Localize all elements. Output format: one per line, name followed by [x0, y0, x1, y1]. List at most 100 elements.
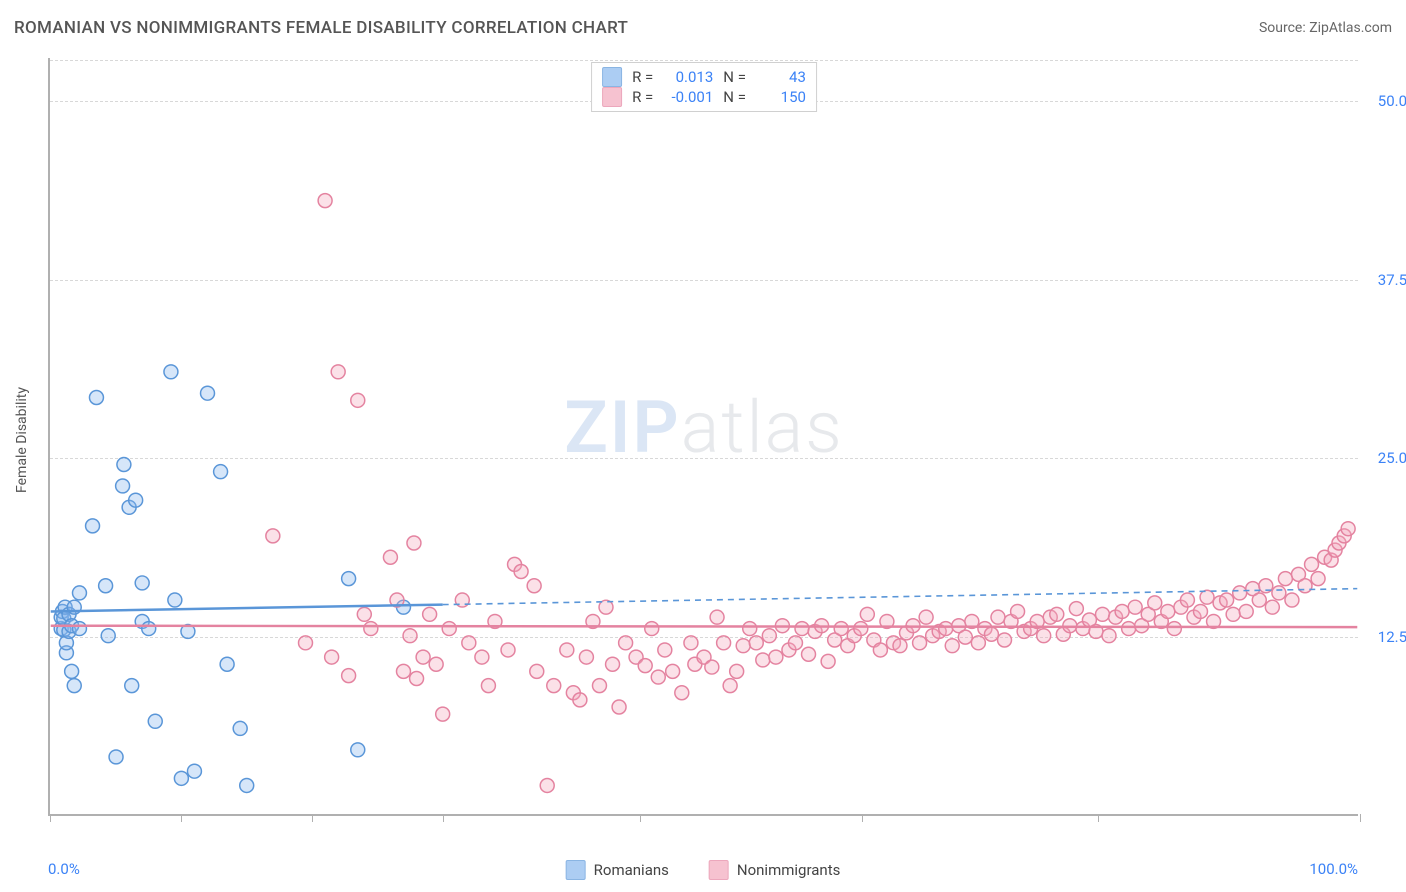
- legend-r-label: R =: [632, 88, 653, 106]
- data-point: [99, 579, 113, 593]
- x-tick: [443, 814, 444, 822]
- data-point: [1122, 622, 1136, 636]
- data-point: [675, 686, 689, 700]
- data-point: [135, 576, 149, 590]
- data-point: [1305, 557, 1319, 571]
- x-tick: [50, 814, 51, 822]
- y-tick-label: 12.5%: [1362, 628, 1406, 646]
- data-point: [860, 607, 874, 621]
- data-point: [125, 679, 139, 693]
- data-point: [214, 465, 228, 479]
- data-point: [1278, 572, 1292, 586]
- data-point: [579, 650, 593, 664]
- data-point: [651, 670, 665, 684]
- data-point: [117, 458, 131, 472]
- data-point: [240, 778, 254, 792]
- data-point: [710, 610, 724, 624]
- data-point: [606, 657, 620, 671]
- data-point: [991, 610, 1005, 624]
- data-point: [318, 194, 332, 208]
- data-point: [638, 659, 652, 673]
- data-point: [462, 636, 476, 650]
- data-point: [1252, 593, 1266, 607]
- data-point: [357, 607, 371, 621]
- data-point: [65, 664, 79, 678]
- data-point: [1096, 607, 1110, 621]
- data-point: [266, 529, 280, 543]
- data-point: [945, 639, 959, 653]
- x-tick: [640, 814, 641, 822]
- data-point: [1194, 604, 1208, 618]
- data-point: [834, 622, 848, 636]
- data-point: [1298, 579, 1312, 593]
- legend-swatch: [709, 860, 729, 880]
- data-point: [481, 679, 495, 693]
- data-point: [873, 643, 887, 657]
- data-point: [1311, 572, 1325, 586]
- data-point: [619, 636, 633, 650]
- data-point: [67, 679, 81, 693]
- legend-r-value: -0.001: [663, 88, 713, 106]
- data-point: [342, 669, 356, 683]
- data-point: [429, 657, 443, 671]
- data-point: [802, 647, 816, 661]
- legend-n-label: N =: [723, 88, 746, 106]
- trend-line: [51, 605, 443, 612]
- data-point: [1050, 607, 1064, 621]
- data-point: [164, 365, 178, 379]
- data-point: [573, 693, 587, 707]
- data-point: [410, 672, 424, 686]
- data-point: [201, 386, 215, 400]
- data-point: [72, 622, 86, 636]
- data-point: [407, 536, 421, 550]
- data-point: [612, 700, 626, 714]
- data-point: [174, 771, 188, 785]
- source-label: Source: ZipAtlas.com: [1259, 20, 1392, 36]
- x-axis-min-label: 0.0%: [48, 860, 80, 878]
- correlation-legend-row: R =0.013N =43: [602, 67, 806, 87]
- data-point: [331, 365, 345, 379]
- legend-label: Nonimmigrants: [737, 861, 840, 879]
- data-point: [1220, 593, 1234, 607]
- data-point: [1265, 600, 1279, 614]
- data-point: [743, 622, 757, 636]
- data-point: [101, 629, 115, 643]
- trend-line: [51, 626, 1358, 627]
- data-point: [795, 622, 809, 636]
- data-point: [939, 622, 953, 636]
- data-point: [788, 636, 802, 650]
- data-point: [1115, 604, 1129, 618]
- data-point: [645, 622, 659, 636]
- data-point: [530, 664, 544, 678]
- data-point: [684, 636, 698, 650]
- data-point: [769, 650, 783, 664]
- data-point: [142, 622, 156, 636]
- data-point: [1011, 604, 1025, 618]
- data-point: [854, 622, 868, 636]
- data-point: [984, 627, 998, 641]
- data-point: [1239, 604, 1253, 618]
- legend-n-value: 150: [756, 88, 806, 106]
- data-point: [220, 657, 234, 671]
- data-point: [1272, 586, 1286, 600]
- data-point: [86, 519, 100, 533]
- data-point: [736, 639, 750, 653]
- data-point: [919, 610, 933, 624]
- legend-swatch: [602, 67, 622, 87]
- data-point: [89, 391, 103, 405]
- scatter-plot: ZIPatlas R =0.013N =43R =-0.001N =150 12…: [48, 58, 1358, 816]
- data-point: [1102, 629, 1116, 643]
- data-point: [403, 629, 417, 643]
- data-point: [592, 679, 606, 693]
- data-point: [730, 664, 744, 678]
- data-point: [383, 550, 397, 564]
- data-point: [514, 565, 528, 579]
- data-point: [666, 664, 680, 678]
- legend-item: Nonimmigrants: [709, 860, 840, 880]
- data-point: [723, 679, 737, 693]
- data-point: [364, 622, 378, 636]
- data-point: [1180, 593, 1194, 607]
- x-axis-max-label: 100.0%: [1309, 860, 1358, 878]
- title-bar: ROMANIAN VS NONIMMIGRANTS FEMALE DISABIL…: [14, 18, 1392, 38]
- data-point: [1069, 602, 1083, 616]
